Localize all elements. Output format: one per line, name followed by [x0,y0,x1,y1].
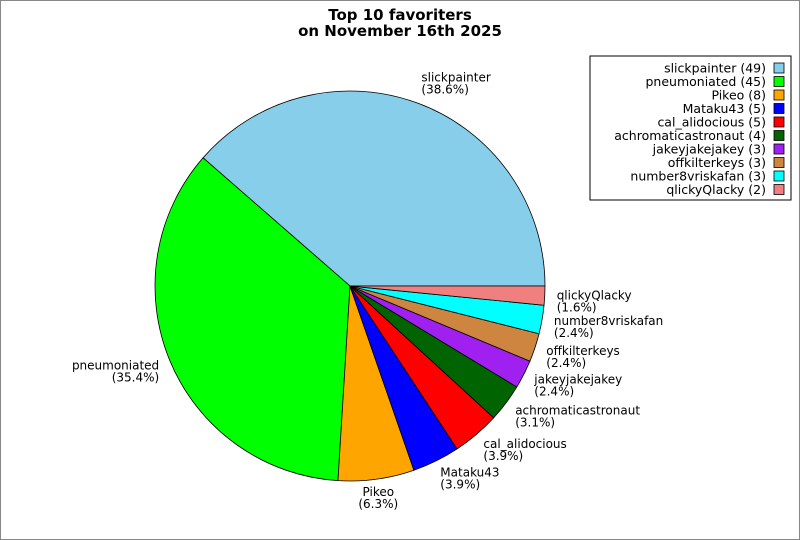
legend-swatch-number8vriskafan [773,170,785,182]
slice-percent-cal-alidocious: (3.9%) [483,449,523,463]
legend-entry-offkilterkeys: offkilterkeys (3) [668,155,766,170]
slice-label-pneumoniated: pneumoniated [72,359,159,373]
slice-percent-achromaticastronaut: (3.1%) [515,415,555,429]
legend-entry-pikeo: Pikeo (8) [711,88,766,103]
slice-label-pikeo: Pikeo [363,485,395,499]
slice-percent-pneumoniated: (35.4%) [112,371,159,385]
legend-swatch-pikeo [773,89,785,101]
slice-percent-pikeo: (6.3%) [358,497,398,511]
slice-percent-offkilterkeys: (2.4%) [546,356,586,370]
slice-label-slickpainter: slickpainter [421,70,490,84]
legend-entry-jakeyjakejakey: jakeyjakejakey (3) [652,142,766,157]
slice-label-qlickyqlacky: qlickyQlacky [557,288,632,302]
legend-swatch-achromaticastronaut [773,130,785,141]
legend-entry-number8vriskafan: number8vriskafan (3) [630,169,766,184]
legend-swatch-offkilterkeys [773,157,785,168]
legend-swatch-jakeyjakejakey [773,143,785,155]
legend-entry-cal-alidocious: cal_alidocious (5) [657,115,766,130]
legend-box [589,55,792,201]
legend: slickpainter (49)pneumoniated (45)Pikeo … [589,55,792,201]
legend-entry-qlickyqlacky: qlickyQlacky (2) [666,182,766,197]
pie-slice-pneumoniated [154,157,351,482]
legend-entry-slickpainter: slickpainter (49) [664,61,766,76]
slice-label-jakeyjakejakey: jakeyjakejakey [533,373,622,387]
pie-slices [154,90,546,482]
legend-swatch-pneumoniated [773,76,785,87]
slice-label-offkilterkeys: offkilterkeys [546,344,620,358]
slice-labels: slickpainter(38.6%) pneumoniated(35.4%) Pi… [72,70,663,511]
slice-percent-number8vriskafan: (2.4%) [554,326,594,340]
legend-swatch-slickpainter [773,62,785,74]
slice-label-mataku43: Mataku43 [440,466,499,480]
slice-percent-qlickyqlacky: (1.6%) [557,300,597,314]
chart-title-line-1: Top 10 favoriters [328,6,472,24]
slice-percent-jakeyjakejakey: (2.4%) [534,385,574,399]
legend-swatch-qlickyqlacky [773,184,785,195]
chart-title-line-2: on November 16th 2025 [298,22,502,40]
legend-entry-pneumoniated: pneumoniated (45) [645,74,766,89]
slice-percent-slickpainter: (38.6%) [421,82,468,96]
slice-label-number8vriskafan: number8vriskafan [554,314,663,328]
legend-swatch-mataku43 [773,103,785,114]
legend-swatch-cal-alidocious [773,116,785,128]
pie-slice-slickpainter [202,90,546,287]
slice-percent-mataku43: (3.9%) [440,478,480,492]
legend-entry-achromaticastronaut: achromaticastronaut (4) [614,128,766,143]
legend-entry-mataku43: Mataku43 (5) [683,101,766,116]
pie-slice-qlickyqlacky [349,285,546,306]
slice-label-cal-alidocious: cal_alidocious [483,437,566,451]
slice-label-achromaticastronaut: achromaticastronaut [515,403,640,417]
